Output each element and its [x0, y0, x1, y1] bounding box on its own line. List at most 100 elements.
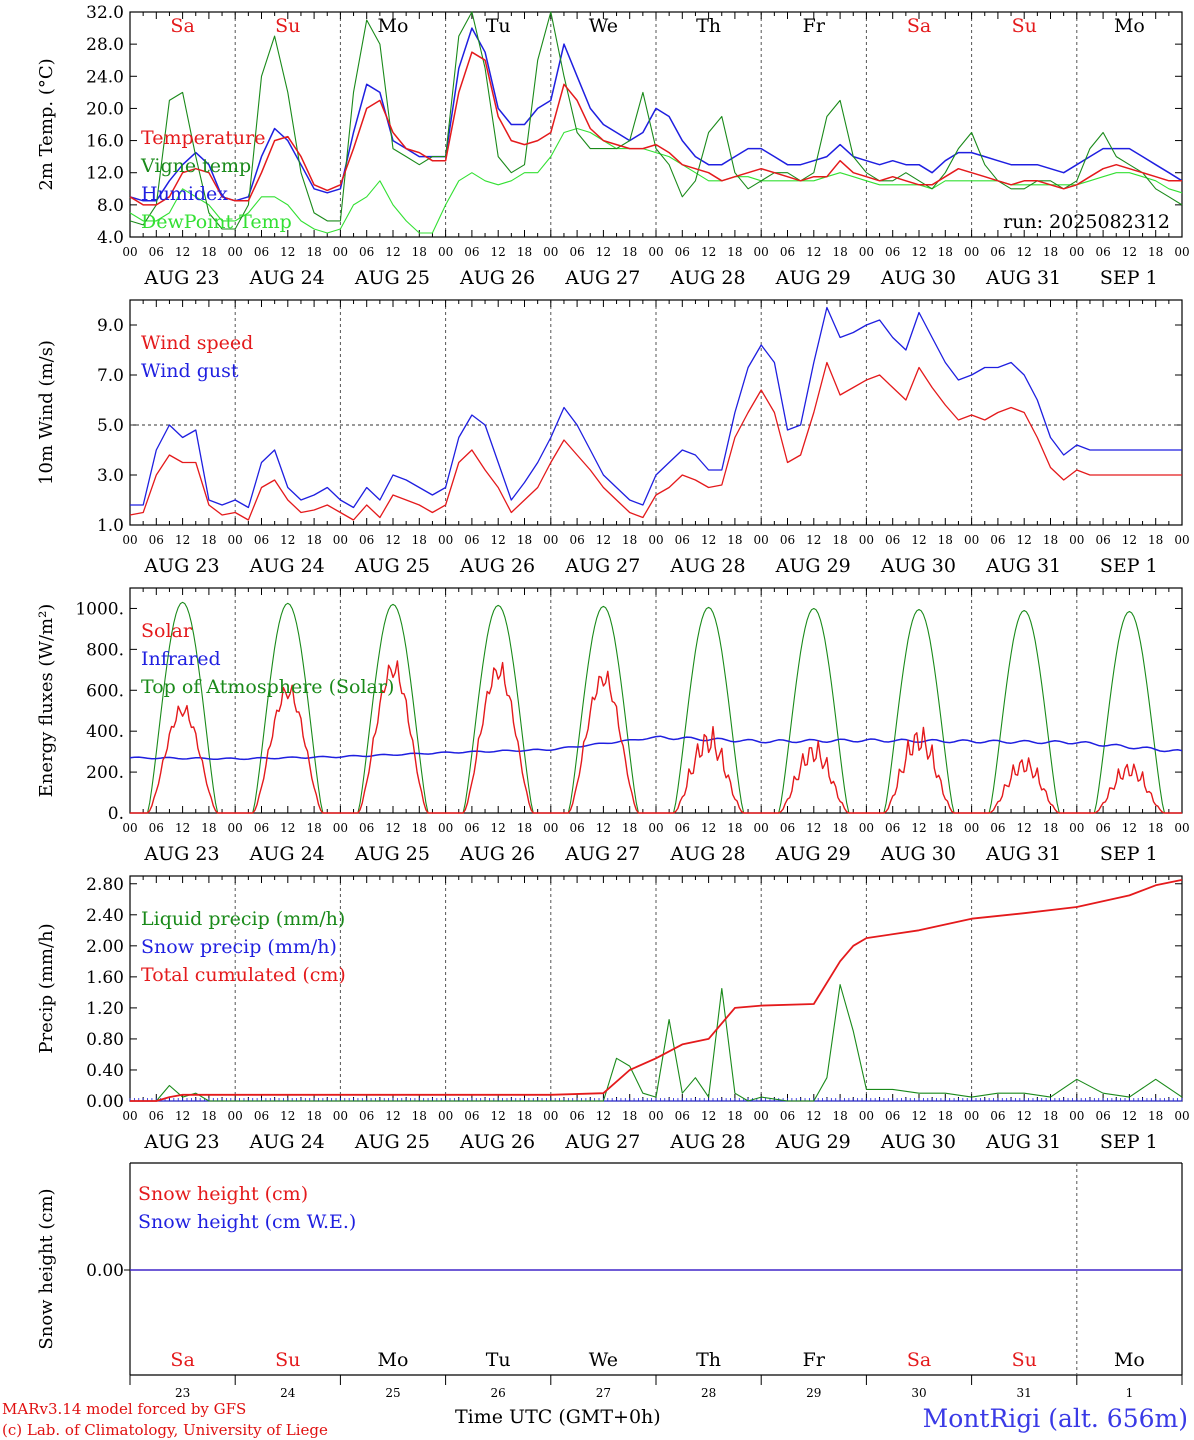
y-axis-label: Energy fluxes (W/m²) — [36, 604, 57, 798]
y-tick-label: 8.0 — [97, 196, 124, 216]
date-label: AUG 27 — [564, 1131, 640, 1153]
y-tick-label: 32.0 — [86, 3, 124, 23]
hour-tick-label: 00 — [333, 245, 348, 259]
hour-tick-label: 12 — [1017, 533, 1032, 547]
hour-tick-label: 06 — [359, 245, 374, 259]
series-line-solar — [130, 660, 1182, 814]
y-tick-label: 400. — [86, 722, 124, 742]
hour-tick-label: 12 — [1122, 821, 1137, 835]
hour-tick-label: 18 — [832, 821, 847, 835]
date-label: AUG 29 — [775, 555, 851, 577]
hour-tick-label: 06 — [569, 1109, 584, 1123]
y-tick-label: 7.0 — [97, 366, 124, 386]
hour-tick-label: 18 — [1043, 245, 1058, 259]
date-label: AUG 25 — [354, 1131, 430, 1153]
hour-tick-label: 12 — [491, 1109, 506, 1123]
legend-entry: Snow height (cm W.E.) — [138, 1211, 356, 1233]
date-label: AUG 27 — [564, 555, 640, 577]
hour-tick-label: 12 — [175, 1109, 190, 1123]
hour-tick-label: 06 — [359, 1109, 374, 1123]
hour-tick-label: 18 — [727, 821, 742, 835]
weekday-label: Su — [1012, 1349, 1037, 1371]
legend-entry: Solar — [141, 620, 193, 642]
day-number: 26 — [491, 1386, 506, 1400]
hour-tick-label: 06 — [464, 1109, 479, 1123]
hour-tick-label: 06 — [885, 1109, 900, 1123]
hour-tick-label: 00 — [964, 245, 979, 259]
hour-tick-label: 12 — [385, 1109, 400, 1123]
hour-tick-label: 00 — [754, 1109, 769, 1123]
hour-tick-label: 06 — [780, 1109, 795, 1123]
hour-tick-label: 12 — [596, 245, 611, 259]
hour-tick-label: 18 — [201, 1109, 216, 1123]
date-label: AUG 26 — [459, 843, 535, 865]
weekday-label: Th — [696, 15, 721, 37]
hour-tick-label: 00 — [1174, 821, 1189, 835]
hour-tick-label: 12 — [491, 245, 506, 259]
hour-tick-label: 12 — [806, 821, 821, 835]
date-label: AUG 29 — [775, 267, 851, 289]
hour-tick-label: 18 — [306, 533, 321, 547]
hour-tick-label: 06 — [149, 245, 164, 259]
hour-tick-label: 00 — [543, 821, 558, 835]
station-title: MontRigi (alt. 656m) — [922, 1404, 1188, 1433]
hour-tick-label: 06 — [675, 245, 690, 259]
hour-tick-label: 06 — [1095, 245, 1110, 259]
hour-tick-label: 12 — [280, 533, 295, 547]
hour-tick-label: 18 — [306, 821, 321, 835]
hour-tick-label: 12 — [806, 533, 821, 547]
panel-5: 0.00 Snow height (cm) Snow height (cm) Snow… — [36, 1162, 1183, 1400]
hour-tick-label: 06 — [675, 533, 690, 547]
weekday-label: Fr — [803, 15, 826, 37]
series-line-humidex — [129, 27, 1183, 202]
hour-tick-label: 18 — [832, 533, 847, 547]
hour-tick-label: 18 — [832, 1109, 847, 1123]
hour-tick-label: 12 — [806, 1109, 821, 1123]
date-label: AUG 28 — [669, 267, 745, 289]
hour-tick-label: 06 — [780, 821, 795, 835]
y-tick-label: 800. — [86, 640, 124, 660]
hour-tick-label: 00 — [228, 533, 243, 547]
hour-tick-label: 06 — [569, 245, 584, 259]
hour-tick-label: 06 — [254, 245, 269, 259]
hour-tick-label: 12 — [1122, 533, 1137, 547]
y-tick-label: 600. — [86, 681, 124, 701]
hour-tick-label: 18 — [938, 1109, 953, 1123]
hour-tick-label: 18 — [832, 245, 847, 259]
hour-tick-label: 00 — [438, 1109, 453, 1123]
hour-tick-label: 12 — [911, 821, 926, 835]
series-line-temperature — [129, 51, 1182, 206]
hour-tick-label: 18 — [1148, 245, 1163, 259]
y-tick-label: 2.80 — [86, 875, 124, 895]
hour-tick-label: 00 — [1069, 1109, 1084, 1123]
hour-tick-label: 18 — [306, 245, 321, 259]
run-label: run: 2025082312 — [1003, 211, 1170, 233]
y-axis-label: 10m Wind (m/s) — [36, 340, 57, 485]
date-label: AUG 23 — [143, 843, 219, 865]
hour-tick-label: 06 — [1095, 1109, 1110, 1123]
hour-tick-label: 18 — [517, 821, 532, 835]
hour-tick-label: 00 — [1174, 245, 1189, 259]
weekday-label: Mo — [378, 15, 409, 37]
hour-tick-label: 06 — [149, 533, 164, 547]
hour-tick-label: 06 — [569, 821, 584, 835]
hour-tick-label: 00 — [1069, 533, 1084, 547]
weekday-label: Tu — [486, 1349, 511, 1371]
hour-tick-label: 12 — [596, 533, 611, 547]
hour-tick-label: 00 — [122, 821, 137, 835]
hour-tick-label: 06 — [359, 533, 374, 547]
hour-tick-label: 18 — [1148, 533, 1163, 547]
y-axis-label: 2m Temp. (°C) — [36, 58, 57, 190]
date-label: AUG 26 — [459, 267, 535, 289]
plot-frame — [129, 587, 1183, 814]
hour-tick-label: 18 — [622, 245, 637, 259]
day-number: 31 — [1017, 1386, 1032, 1400]
day-number: 23 — [175, 1386, 190, 1400]
date-label: SEP 1 — [1100, 267, 1158, 289]
date-label: AUG 31 — [985, 843, 1061, 865]
hour-tick-label: 18 — [1043, 533, 1058, 547]
date-label: AUG 30 — [880, 1131, 956, 1153]
lab-credit: (c) Lab. of Climatology, University of L… — [2, 1421, 328, 1439]
hour-tick-label: 18 — [412, 821, 427, 835]
hour-tick-label: 00 — [543, 1109, 558, 1123]
